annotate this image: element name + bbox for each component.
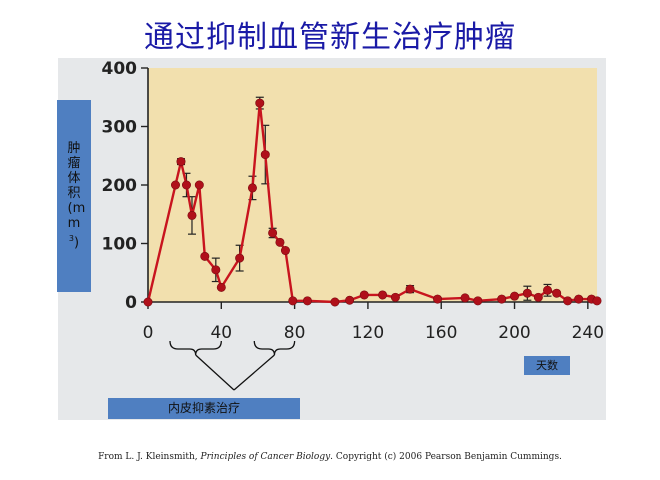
- source-credit: From L. J. Kleinsmith, Principles of Can…: [0, 452, 660, 462]
- data-point: [405, 284, 415, 294]
- y-tick-label: 300: [102, 118, 138, 138]
- credit-suffix: . Copyright (c) 2006 Pearson Benjamin Cu…: [330, 452, 562, 462]
- treatment-brace: [253, 340, 296, 356]
- y-axis-label-close-paren: ): [74, 235, 80, 251]
- y-axis-label-unit-exponent: 3: [68, 234, 74, 244]
- plot-area: [148, 68, 597, 302]
- data-point: [330, 297, 340, 307]
- x-tick-label: 40: [210, 323, 232, 343]
- data-point: [522, 288, 532, 298]
- y-axis-label: 肿瘤体积(mm 3): [57, 100, 91, 292]
- data-point: [510, 291, 520, 301]
- data-point: [280, 246, 290, 256]
- data-point: [345, 295, 355, 305]
- data-point: [533, 292, 543, 302]
- slide-title: 通过抑制血管新生治疗肿瘤: [144, 20, 516, 55]
- x-tick-label: 240: [572, 323, 604, 343]
- data-point: [187, 210, 197, 220]
- data-point: [563, 296, 573, 306]
- data-point: [143, 297, 153, 307]
- data-point: [260, 150, 270, 160]
- data-point: [359, 290, 369, 300]
- y-tick-label: 200: [102, 176, 138, 196]
- treatment-label: 内皮抑素治疗: [108, 398, 300, 419]
- x-tick-label: 0: [143, 323, 154, 343]
- x-tick-label: 160: [425, 323, 457, 343]
- data-point: [574, 294, 584, 304]
- data-point: [176, 157, 186, 167]
- data-point: [302, 296, 312, 306]
- y-axis-label-text: 肿瘤体积(mm: [67, 141, 86, 232]
- credit-book-title: Principles of Cancer Biology: [200, 452, 331, 462]
- y-tick-label: 100: [102, 235, 138, 255]
- y-tick-label: 400: [102, 59, 138, 79]
- data-point: [275, 237, 285, 247]
- treatment-connector: [195, 354, 235, 391]
- x-tick-label: 120: [352, 323, 384, 343]
- data-point: [268, 228, 278, 238]
- data-point: [378, 290, 388, 300]
- data-point: [543, 285, 553, 295]
- data-point: [211, 265, 221, 275]
- data-point: [552, 288, 562, 298]
- x-tick-label: 80: [284, 323, 306, 343]
- data-point: [170, 180, 180, 190]
- data-point: [216, 282, 226, 292]
- credit-prefix: From L. J. Kleinsmith,: [98, 452, 201, 462]
- data-point: [433, 294, 443, 304]
- treatment-brace: [169, 340, 222, 356]
- x-axis-label: 天数: [524, 356, 570, 375]
- treatment-connector: [233, 354, 275, 391]
- data-point: [288, 296, 298, 306]
- data-point: [497, 294, 507, 304]
- data-point: [200, 251, 210, 261]
- data-point: [181, 180, 191, 190]
- data-point: [473, 296, 483, 306]
- data-point: [247, 183, 257, 193]
- data-point: [194, 180, 204, 190]
- y-tick-label: 0: [125, 293, 137, 313]
- data-point: [390, 292, 400, 302]
- data-point: [255, 98, 265, 108]
- data-point: [592, 296, 602, 306]
- data-point: [235, 253, 245, 263]
- x-tick-label: 200: [498, 323, 530, 343]
- data-point: [460, 293, 470, 303]
